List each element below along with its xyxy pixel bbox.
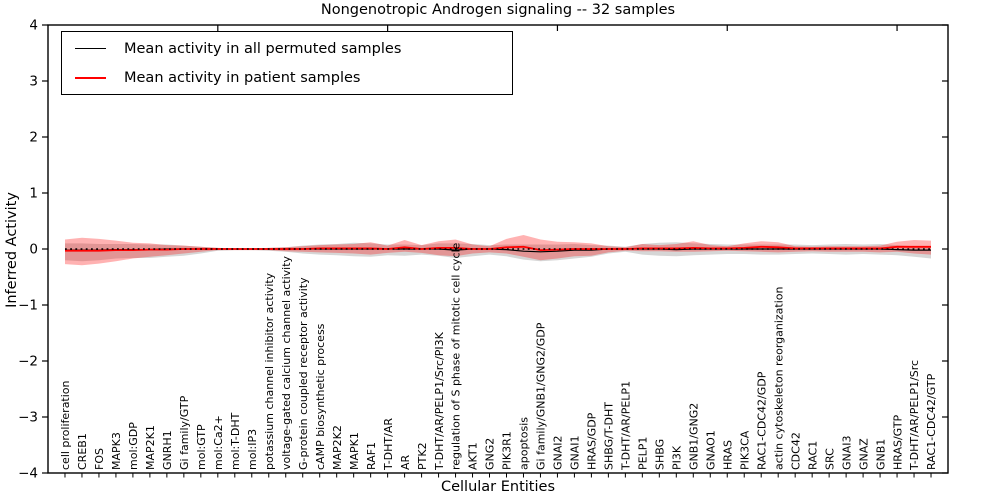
x-category-label: RAC1-CDC42/GTP: [925, 373, 938, 470]
y-tick-label: 2: [29, 130, 38, 146]
x-category-label: T-DHT/AR/PELP1/Src: [908, 360, 921, 471]
x-category-label: GNAI1: [569, 435, 582, 470]
x-category-label: actin cytoskeleton reorganization: [772, 286, 785, 470]
legend-label-permuted: Mean activity in all permuted samples: [124, 40, 402, 57]
x-category-label: mol:IP3: [246, 429, 259, 470]
x-category-label: SRC: [823, 448, 836, 470]
patient-line-swatch: [75, 76, 106, 79]
x-category-label: PTK2: [416, 442, 429, 470]
y-tick-label: 4: [29, 18, 38, 34]
x-category-label: MAP2K2: [331, 425, 344, 470]
x-category-label: PIK3R1: [501, 431, 514, 470]
x-category-label: MAPK1: [348, 432, 361, 470]
x-category-label: CREB1: [76, 433, 89, 470]
legend-item-patient: Mean activity in patient samples: [62, 67, 512, 89]
y-tick-label: −1: [18, 298, 38, 314]
chart-title: Nongenotropic Androgen signaling -- 32 s…: [320, 2, 676, 18]
confidence-band: [65, 242, 931, 262]
x-axis-label: Cellular Entities: [440, 479, 556, 495]
x-category-label: GNAI2: [552, 435, 565, 470]
confidence-band: [65, 235, 931, 266]
x-category-label: SHBG: [654, 439, 667, 470]
x-category-label: GNB1/GNG2: [687, 403, 700, 470]
x-category-label: GNG2: [484, 438, 497, 470]
x-category-label: potassium channel inhibitor activity: [263, 272, 276, 470]
legend-item-permuted: Mean activity in all permuted samples: [62, 38, 512, 60]
x-category-label: PELP1: [637, 437, 650, 470]
x-category-label: HRAS/GDP: [586, 412, 599, 470]
legend-label-patient: Mean activity in patient samples: [124, 69, 361, 86]
x-category-label: G-protein coupled receptor activity: [297, 277, 310, 470]
x-category-label: CDC42: [789, 432, 802, 470]
x-category-label: HRAS: [721, 440, 734, 470]
x-category-label: GNRH1: [161, 430, 174, 470]
x-category-label: Gi family/GTP: [178, 395, 191, 470]
x-category-label: GNAO1: [704, 430, 717, 470]
x-category-label: AKT1: [467, 442, 480, 470]
x-category-label: MAP2K1: [144, 425, 157, 470]
x-category-label: RAC1: [806, 441, 819, 470]
x-category-label: mol:Ca2+: [212, 415, 225, 470]
x-category-label: GNAI3: [840, 435, 853, 470]
x-category-label: apoptosis: [518, 417, 531, 470]
x-category-label: GNB1: [874, 439, 887, 470]
x-category-label: FOS: [93, 448, 106, 470]
x-category-label: T-DHT/AR/PELP1: [620, 381, 633, 471]
x-category-label: T-DHT/AR: [382, 418, 395, 471]
x-category-label: cell proliferation: [59, 380, 72, 470]
x-category-label: mol:T-DHT: [229, 412, 242, 470]
x-category-label: mol:GTP: [195, 424, 208, 470]
x-category-label: PIK3CA: [738, 430, 751, 470]
x-category-label: RAF1: [365, 442, 378, 470]
y-axis-label: Inferred Activity: [4, 192, 20, 308]
x-category-label: AR: [399, 454, 412, 470]
y-tick-label: 0: [29, 242, 38, 258]
x-category-label: Gi family/GNB1/GNG2/GDP: [535, 322, 548, 470]
x-category-label: T-DHT/AR/PELP1/Src/PI3K: [433, 331, 446, 471]
x-category-label: RAC1-CDC42/GDP: [755, 371, 768, 470]
x-category-label: HRAS/GTP: [891, 414, 904, 470]
x-category-label: SHBG/T-DHT: [603, 402, 616, 470]
legend: Mean activity in all permuted samples Me…: [61, 31, 513, 95]
x-category-label: cAMP biosynthetic process: [314, 323, 327, 470]
y-tick-label: −3: [18, 410, 38, 426]
x-category-label: GNAZ: [857, 438, 870, 470]
x-category-label: MAPK3: [110, 432, 123, 470]
y-tick-label: −4: [18, 466, 38, 482]
mean-line: [65, 245, 931, 252]
x-category-label: voltage-gated calcium channel activity: [280, 255, 293, 470]
y-tick-label: −2: [18, 354, 38, 370]
x-category-label: PI3K: [671, 445, 684, 470]
permuted-line-swatch: [75, 47, 106, 50]
x-category-label: mol:GDP: [127, 422, 140, 470]
x-category-label: regulation of S phase of mitotic cell cy…: [450, 242, 463, 470]
y-tick-label: 1: [29, 186, 38, 202]
y-tick-label: 3: [29, 74, 38, 90]
